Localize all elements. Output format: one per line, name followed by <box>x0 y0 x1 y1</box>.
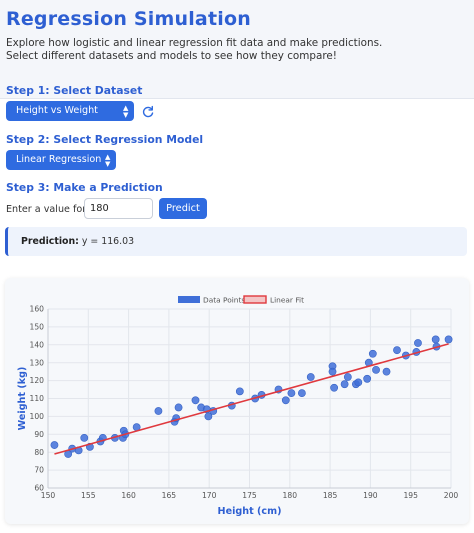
y-tick-label: 140 <box>30 340 45 349</box>
step3-title: Step 3: Make a Prediction <box>6 181 163 194</box>
x-tick-label: 195 <box>403 491 418 500</box>
data-point <box>50 441 59 449</box>
x-tick-label: 170 <box>202 491 217 500</box>
dataset-select-value: Height vs Weight <box>16 105 98 116</box>
select-caret-icon: ▲ ▼ <box>105 153 111 168</box>
data-point <box>287 389 296 398</box>
y-tick-label: 100 <box>30 412 45 421</box>
data-point <box>340 380 349 389</box>
y-tick-label: 130 <box>30 358 45 367</box>
x-tick-label: 155 <box>81 491 96 500</box>
data-point <box>281 396 290 405</box>
x-tick-label: 185 <box>323 491 338 500</box>
prediction-result-value: y = 116.03 <box>81 236 135 247</box>
y-tick-label: 160 <box>30 305 45 314</box>
prediction-result: Prediction: y = 116.03 <box>5 227 467 256</box>
legend-label-linear-fit: Linear Fit <box>270 296 304 305</box>
chart-card: 60 70 80 90 100 110 120 130 140 150 160 150 155 160 16… <box>5 278 469 524</box>
data-point <box>191 396 200 405</box>
data-point <box>306 373 315 381</box>
header: Regression Simulation Explore how logist… <box>0 0 474 99</box>
data-point <box>328 367 337 376</box>
intro-text: Explore how logistic and linear regressi… <box>6 37 468 63</box>
x-tick-label: 180 <box>283 491 298 500</box>
data-point <box>363 374 372 383</box>
y-tick-label: 90 <box>34 430 44 439</box>
x-tick-label: 175 <box>242 491 257 500</box>
x-axis-title: Height (cm) <box>218 506 282 517</box>
x-tick-label: 165 <box>162 491 177 500</box>
model-select[interactable]: Linear Regression ▲ ▼ <box>6 150 116 170</box>
intro-line-1: Explore how logistic and linear regressi… <box>6 37 383 49</box>
data-point <box>382 367 391 376</box>
y-tick-label: 120 <box>30 376 45 385</box>
prediction-result-label: Prediction: <box>21 236 79 247</box>
y-tick-label: 110 <box>30 394 45 403</box>
dataset-select[interactable]: Height vs Weight ▲ ▼ <box>6 101 134 121</box>
data-point <box>330 383 339 392</box>
intro-line-2: Select different datasets and models to … <box>6 50 337 62</box>
predict-button[interactable]: Predict <box>159 198 207 219</box>
y-tick-label: 150 <box>30 323 45 332</box>
refresh-icon[interactable] <box>141 105 155 119</box>
y-axis-title: Weight (kg) <box>17 367 28 431</box>
x-tick-label: 190 <box>363 491 378 500</box>
step1-title: Step 1: Select Dataset <box>6 84 143 97</box>
x-tick-label: 150 <box>41 491 56 500</box>
step2-title: Step 2: Select Regression Model <box>6 133 204 146</box>
legend-label-data-points: Data Points <box>203 296 245 305</box>
scatter-chart: 60 70 80 90 100 110 120 130 140 150 160 150 155 160 16… <box>17 295 459 517</box>
page-title: Regression Simulation <box>6 8 251 30</box>
data-point <box>431 335 440 344</box>
data-point <box>393 346 401 355</box>
linear-fit-line <box>54 343 449 455</box>
data-point <box>372 365 380 374</box>
x-tick-label: 200 <box>444 491 459 500</box>
data-point <box>297 389 306 398</box>
data-point <box>174 403 183 412</box>
data-point <box>368 349 377 358</box>
data-point <box>204 412 213 421</box>
data-point <box>354 378 363 387</box>
data-point <box>80 433 89 442</box>
data-point <box>235 387 244 396</box>
y-tick-label: 60 <box>34 484 44 493</box>
prediction-input[interactable] <box>84 198 153 219</box>
legend-swatch-linear-fit <box>243 295 267 304</box>
model-select-value: Linear Regression <box>16 154 102 165</box>
select-caret-icon: ▲ ▼ <box>123 104 129 119</box>
data-point <box>154 407 163 415</box>
y-tick-label: 70 <box>34 466 44 475</box>
legend-swatch-data-points <box>178 296 200 303</box>
data-point <box>343 373 352 381</box>
prediction-input-label: Enter a value for x: <box>6 204 99 215</box>
y-tick-label: 80 <box>34 448 44 457</box>
data-point <box>444 335 453 344</box>
data-point <box>414 339 422 347</box>
x-tick-label: 160 <box>121 491 136 500</box>
